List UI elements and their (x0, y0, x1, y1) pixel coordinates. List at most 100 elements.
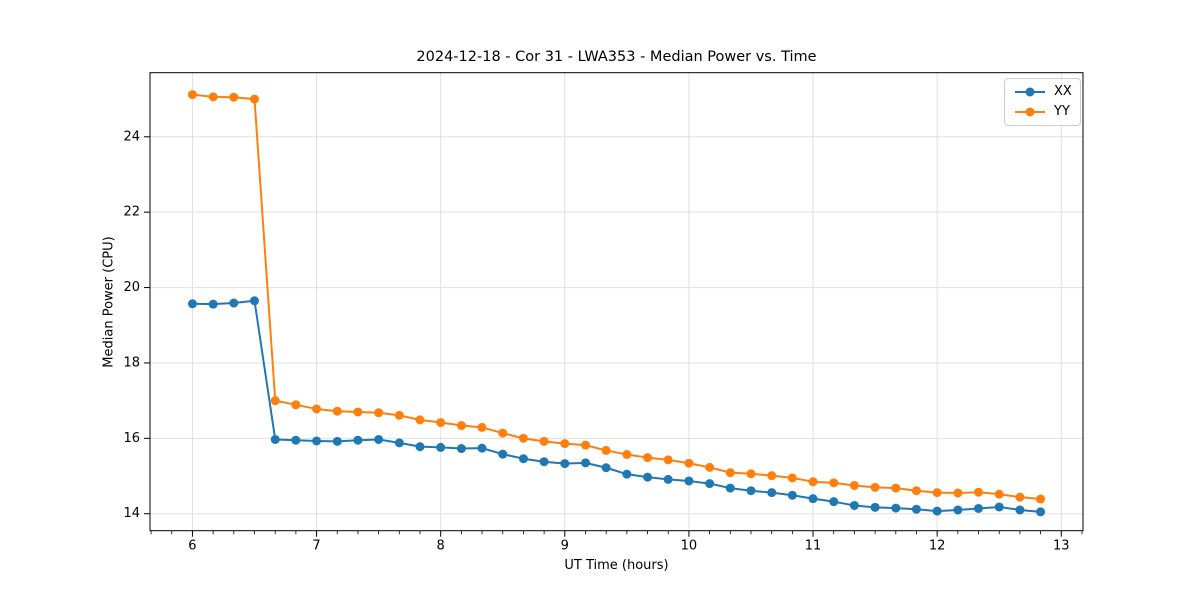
series-xx-marker (849, 500, 859, 510)
series-xx-marker (1015, 505, 1025, 515)
x-tick-label: 10 (681, 538, 698, 553)
legend-entry: YY (1013, 104, 1072, 120)
series-xx-marker (187, 299, 197, 309)
series-yy-marker (581, 440, 591, 450)
series-yy-marker (332, 406, 342, 416)
series-xx-marker (229, 298, 239, 308)
series-xx-marker (663, 474, 673, 484)
series-yy-marker (973, 487, 983, 497)
series-yy-marker (270, 396, 280, 406)
series-xx-marker (436, 442, 446, 452)
series-yy-marker (229, 92, 239, 102)
y-tick-label: 14 (123, 506, 140, 521)
series-xx-marker (1036, 507, 1046, 517)
series-yy-marker (849, 480, 859, 490)
series-xx-marker (560, 459, 570, 469)
series-yy-marker (767, 471, 777, 481)
series-yy-marker (911, 486, 921, 496)
series-xx-marker (498, 449, 508, 459)
series-yy-marker (684, 458, 694, 468)
series-xx-marker (994, 502, 1004, 512)
series-yy-marker (1015, 492, 1025, 502)
series-yy-marker (560, 439, 570, 449)
legend-entry: XX (1013, 84, 1072, 100)
series-yy-marker (498, 428, 508, 438)
series-xx-marker (746, 486, 756, 496)
series-xx-marker (208, 299, 218, 309)
series-yy-marker (932, 488, 942, 498)
series-xx-marker (870, 502, 880, 512)
series-yy-marker (829, 478, 839, 488)
legend-entry-label: XX (1054, 84, 1072, 99)
y-tick-label: 20 (123, 280, 140, 295)
y-tick-label: 22 (123, 205, 140, 220)
x-axis-label: UT Time (hours) (564, 558, 669, 573)
series-yy-marker (725, 468, 735, 478)
series-yy-marker (394, 410, 404, 420)
legend: XX YY (1004, 78, 1081, 126)
series-xx-marker (394, 438, 404, 448)
series-xx-marker (601, 463, 611, 473)
series-xx-marker (808, 494, 818, 504)
series-xx-marker (456, 444, 466, 454)
series-xx-marker (973, 503, 983, 513)
series-xx-marker (953, 505, 963, 515)
series-xx-marker (415, 442, 425, 452)
series-xx-marker (787, 490, 797, 500)
plot-border (149, 72, 1084, 532)
series-yy-marker (456, 421, 466, 431)
series-xx-marker (374, 434, 384, 444)
series-yy-marker (746, 469, 756, 479)
series-yy-marker (312, 404, 322, 414)
x-tick-label: 11 (805, 538, 822, 553)
series-xx-marker (684, 476, 694, 486)
series-yy-marker (643, 453, 653, 463)
series-xx-marker (932, 506, 942, 516)
series-xx-marker (518, 454, 528, 464)
series-xx-marker (581, 458, 591, 468)
y-tick-label: 18 (123, 355, 140, 370)
x-tick-label: 13 (1053, 538, 1070, 553)
series-yy-marker (787, 473, 797, 483)
series-yy-marker (208, 92, 218, 102)
series-xx-marker (705, 479, 715, 489)
series-xx-marker (332, 436, 342, 446)
series-yy-marker (436, 418, 446, 428)
series-yy-marker (663, 455, 673, 465)
series-xx-marker (539, 457, 549, 467)
series-yy-marker (953, 488, 963, 498)
series-xx-marker (829, 497, 839, 507)
series-xx-marker (767, 488, 777, 498)
x-tick-label: 8 (437, 538, 445, 553)
series-yy-marker (415, 415, 425, 425)
series-yy-marker (374, 408, 384, 418)
series-yy-marker (291, 400, 301, 410)
x-tick-label: 9 (561, 538, 569, 553)
series-yy-marker (250, 94, 260, 104)
series-yy-marker (1036, 494, 1046, 504)
series-yy-marker (601, 445, 611, 455)
series-xx-marker (312, 436, 322, 446)
series-yy-marker (705, 462, 715, 472)
series-yy-marker (994, 489, 1004, 499)
series-yy-marker (518, 433, 528, 443)
series-xx-marker (291, 435, 301, 445)
series-yy-marker (808, 477, 818, 487)
series-xx-marker (911, 504, 921, 514)
x-tick-label: 12 (929, 538, 946, 553)
x-tick-label: 6 (188, 538, 196, 553)
y-tick-label: 24 (123, 129, 140, 144)
legend-sample-line-icon (1015, 107, 1045, 117)
y-axis-label: Median Power (CPU) (101, 236, 117, 368)
series-yy-marker (891, 483, 901, 493)
legend-sample-line-icon (1015, 87, 1045, 97)
series-xx-marker (270, 434, 280, 444)
series-yy-marker (187, 90, 197, 100)
series-xx-marker (891, 503, 901, 513)
chart-title: 2024-12-18 - Cor 31 - LWA353 - Median Po… (416, 49, 817, 65)
series-yy-marker (622, 450, 632, 460)
y-tick-label: 16 (123, 431, 140, 446)
series-xx-marker (725, 483, 735, 493)
